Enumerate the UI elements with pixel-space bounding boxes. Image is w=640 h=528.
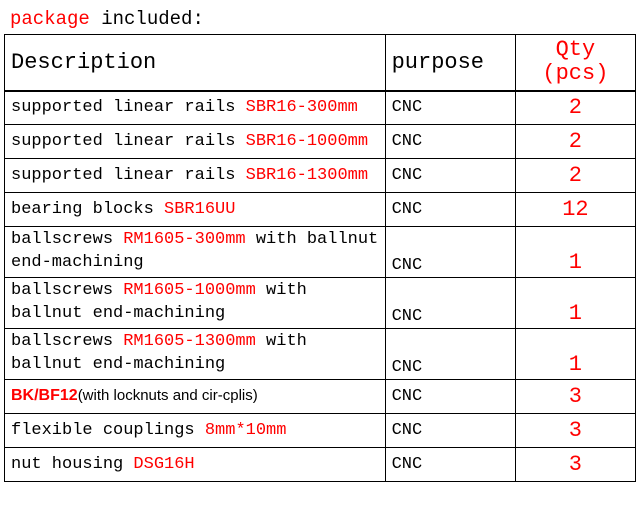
qty-cell: 2 bbox=[515, 159, 635, 193]
table-row: supported linear rails SBR16-1000mmCNC2 bbox=[5, 125, 636, 159]
purpose-cell: CNC bbox=[385, 328, 515, 379]
desc-highlight: BK/BF12 bbox=[11, 387, 78, 404]
description-cell: nut housing DSG16H bbox=[5, 447, 386, 481]
qty-cell: 3 bbox=[515, 379, 635, 413]
qty-cell: 3 bbox=[515, 447, 635, 481]
desc-prefix: supported linear rails bbox=[11, 166, 246, 185]
desc-highlight: RM1605-300mm bbox=[123, 230, 245, 249]
purpose-cell: CNC bbox=[385, 125, 515, 159]
desc-highlight: RM1605-1300mm bbox=[123, 332, 256, 351]
qty-cell: 1 bbox=[515, 328, 635, 379]
table-row: flexible couplings 8mm*10mmCNC3 bbox=[5, 413, 636, 447]
purpose-cell: CNC bbox=[385, 379, 515, 413]
table-row: supported linear rails SBR16-1300mmCNC2 bbox=[5, 159, 636, 193]
desc-prefix: supported linear rails bbox=[11, 132, 246, 151]
purpose-cell: CNC bbox=[385, 447, 515, 481]
description-cell: supported linear rails SBR16-1300mm bbox=[5, 159, 386, 193]
table-row: BK/BF12(with locknuts and cir-cplis)CNC3 bbox=[5, 379, 636, 413]
header-row: Description purpose Qty (pcs) bbox=[5, 35, 636, 91]
desc-prefix: nut housing bbox=[11, 455, 133, 474]
table-row: supported linear rails SBR16-300mmCNC2 bbox=[5, 91, 636, 125]
desc-prefix: ballscrews bbox=[11, 332, 123, 351]
description-cell: ballscrews RM1605-300mm with ballnut end… bbox=[5, 227, 386, 278]
desc-prefix: ballscrews bbox=[11, 281, 123, 300]
table-row: ballscrews RM1605-1300mm with ballnut en… bbox=[5, 328, 636, 379]
desc-prefix: ballscrews bbox=[11, 230, 123, 249]
qty-cell: 2 bbox=[515, 91, 635, 125]
desc-highlight: 8mm*10mm bbox=[205, 421, 287, 440]
purpose-cell: CNC bbox=[385, 277, 515, 328]
header-qty: Qty (pcs) bbox=[515, 35, 635, 91]
table-row: bearing blocks SBR16UUCNC12 bbox=[5, 193, 636, 227]
qty-cell: 1 bbox=[515, 277, 635, 328]
qty-cell: 1 bbox=[515, 227, 635, 278]
package-table: Description purpose Qty (pcs) supported … bbox=[4, 34, 636, 482]
table-row: ballscrews RM1605-1000mm with ballnut en… bbox=[5, 277, 636, 328]
desc-highlight: SBR16-1300mm bbox=[246, 166, 368, 185]
desc-highlight: SBR16UU bbox=[164, 200, 235, 219]
description-cell: supported linear rails SBR16-1000mm bbox=[5, 125, 386, 159]
description-cell: supported linear rails SBR16-300mm bbox=[5, 91, 386, 125]
description-cell: ballscrews RM1605-1000mm with ballnut en… bbox=[5, 277, 386, 328]
title-prefix: package bbox=[10, 8, 90, 30]
description-cell: BK/BF12(with locknuts and cir-cplis) bbox=[5, 379, 386, 413]
purpose-cell: CNC bbox=[385, 193, 515, 227]
desc-highlight: RM1605-1000mm bbox=[123, 281, 256, 300]
header-purpose: purpose bbox=[385, 35, 515, 91]
page-title: package included: bbox=[4, 4, 636, 34]
desc-highlight: SBR16-300mm bbox=[246, 98, 358, 117]
table-row: nut housing DSG16HCNC3 bbox=[5, 447, 636, 481]
desc-prefix: flexible couplings bbox=[11, 421, 205, 440]
title-suffix: included: bbox=[90, 8, 204, 30]
description-cell: ballscrews RM1605-1300mm with ballnut en… bbox=[5, 328, 386, 379]
description-cell: flexible couplings 8mm*10mm bbox=[5, 413, 386, 447]
header-description: Description bbox=[5, 35, 386, 91]
description-cell: bearing blocks SBR16UU bbox=[5, 193, 386, 227]
desc-prefix: bearing blocks bbox=[11, 200, 164, 219]
qty-cell: 3 bbox=[515, 413, 635, 447]
desc-suffix: (with locknuts and cir-cplis) bbox=[78, 387, 258, 404]
qty-cell: 12 bbox=[515, 193, 635, 227]
desc-highlight: SBR16-1000mm bbox=[246, 132, 368, 151]
purpose-cell: CNC bbox=[385, 91, 515, 125]
table-row: ballscrews RM1605-300mm with ballnut end… bbox=[5, 227, 636, 278]
purpose-cell: CNC bbox=[385, 227, 515, 278]
desc-prefix: supported linear rails bbox=[11, 98, 246, 117]
desc-highlight: DSG16H bbox=[133, 455, 194, 474]
purpose-cell: CNC bbox=[385, 159, 515, 193]
qty-cell: 2 bbox=[515, 125, 635, 159]
purpose-cell: CNC bbox=[385, 413, 515, 447]
